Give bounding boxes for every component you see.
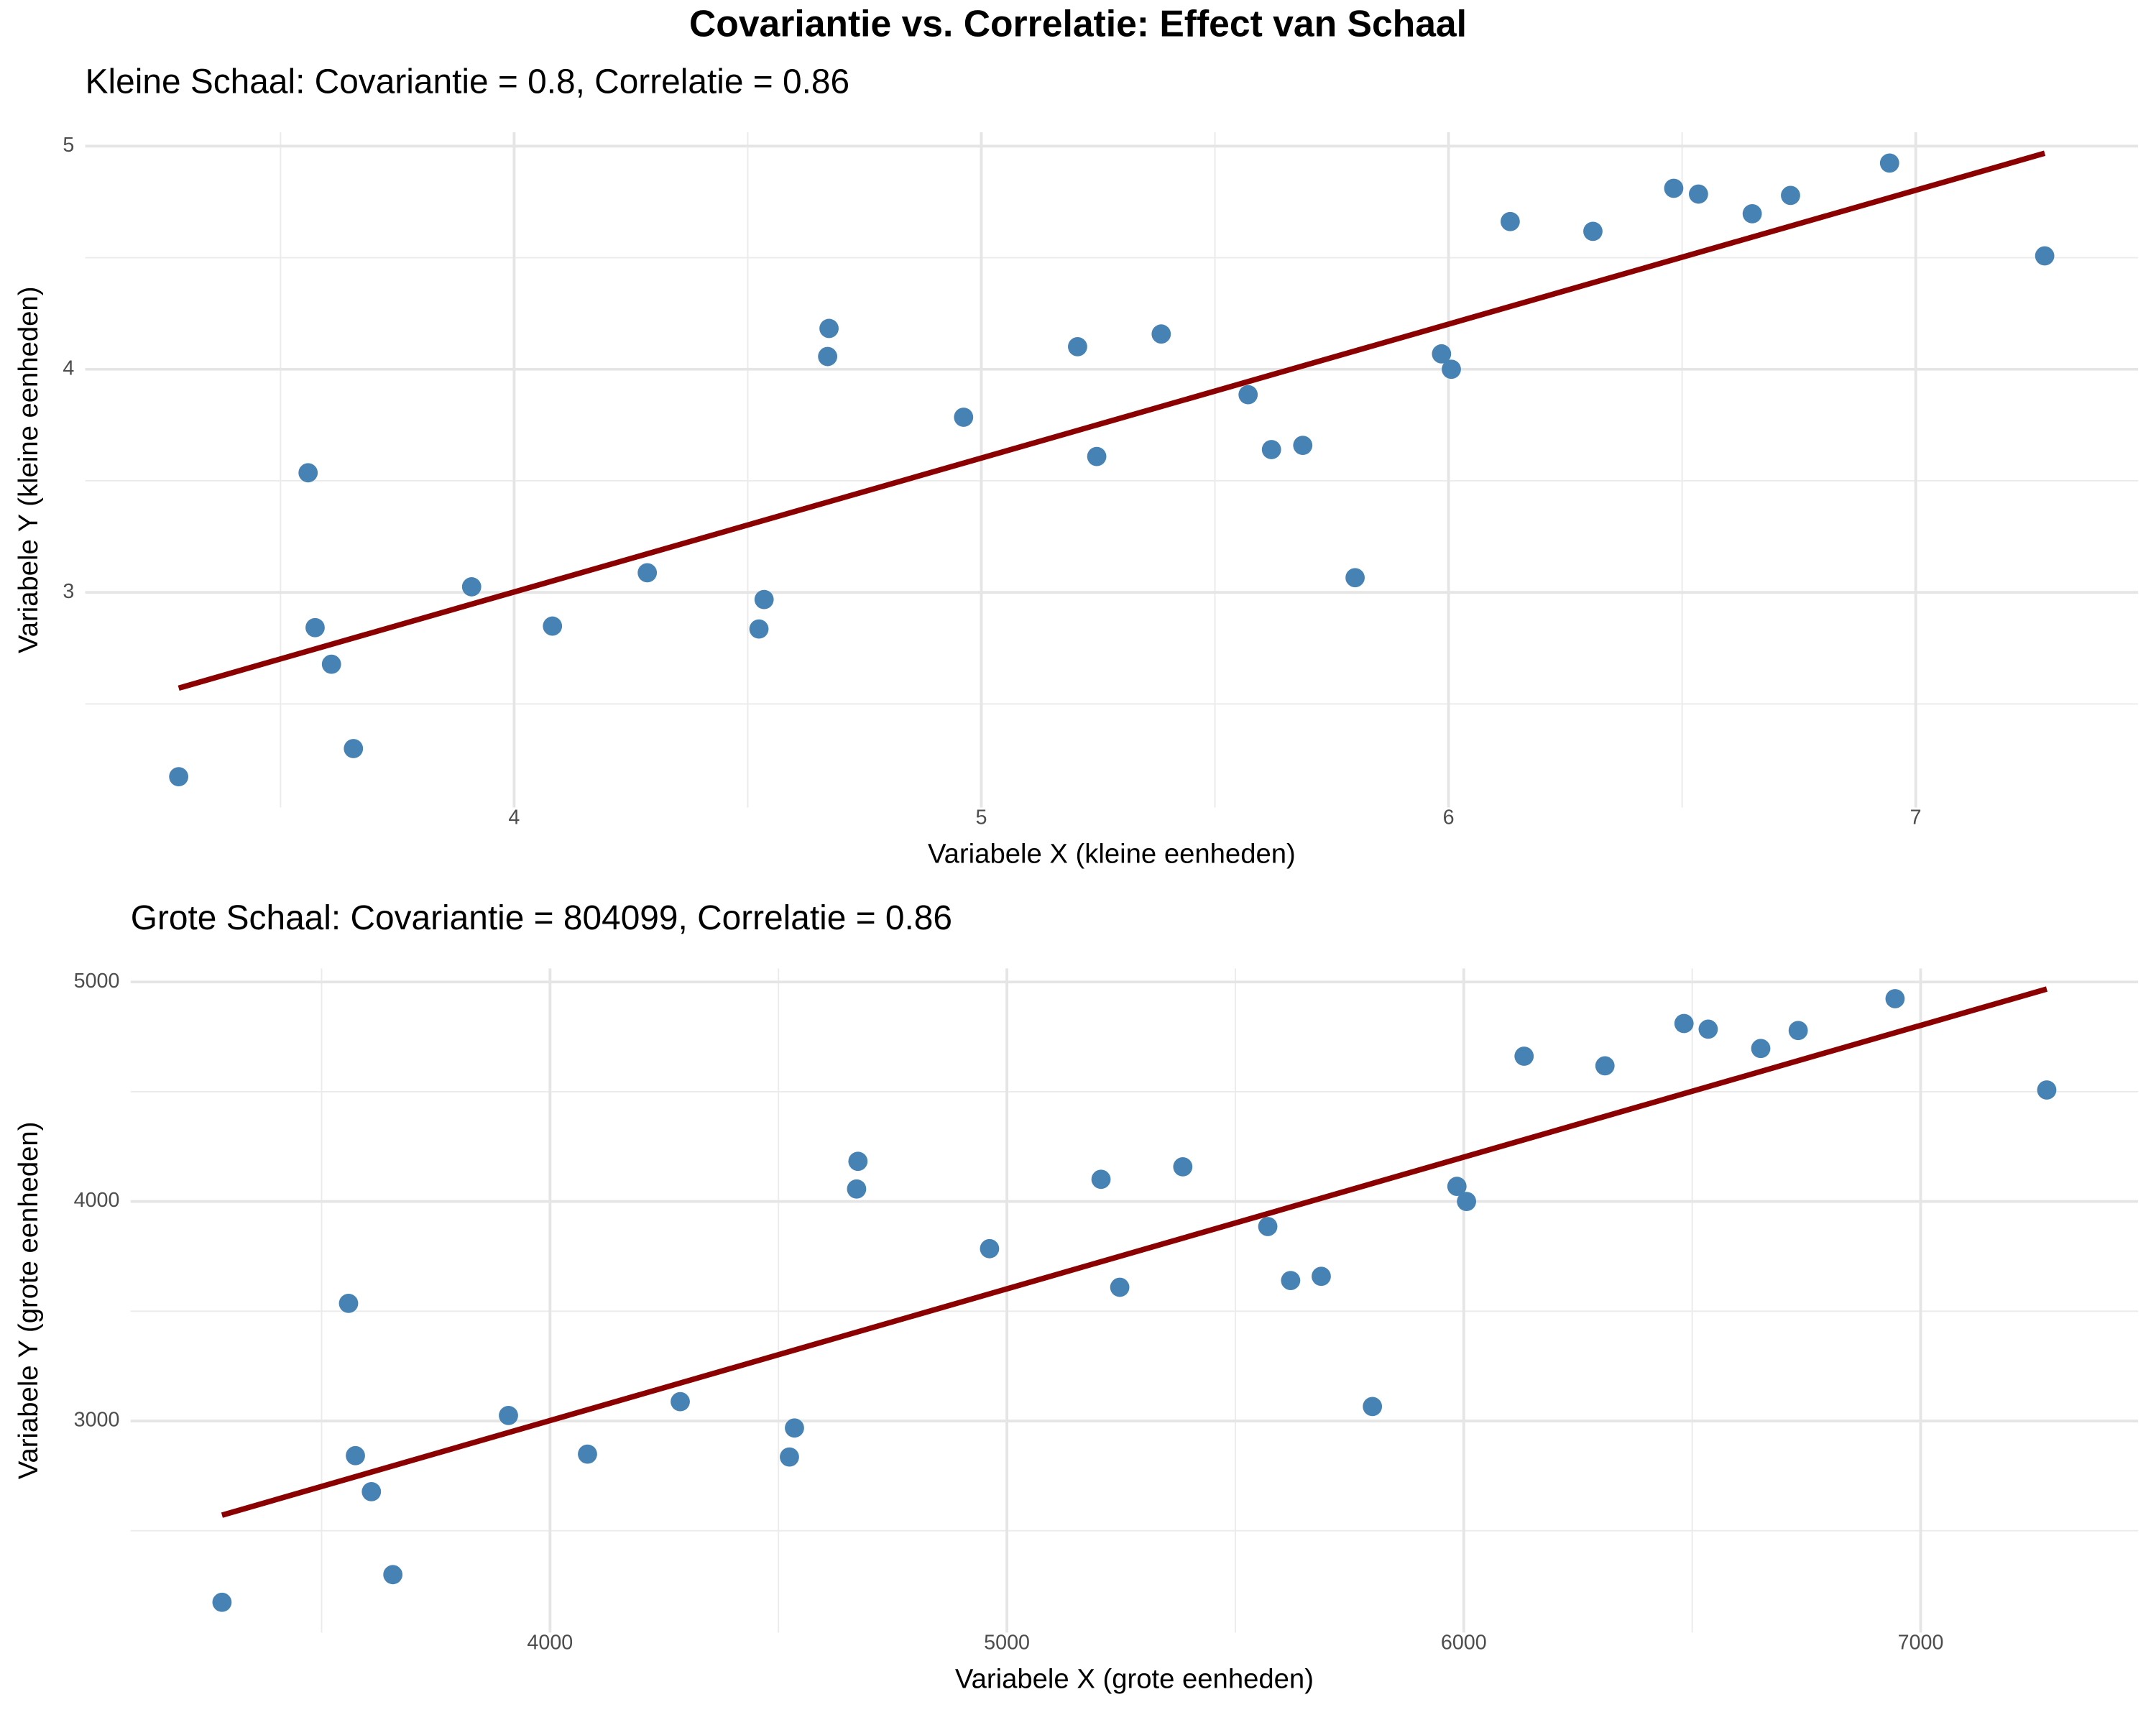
scatter-point	[321, 654, 341, 674]
scatter-point	[785, 1418, 804, 1438]
scatter-point	[1363, 1397, 1383, 1417]
scatter-point	[671, 1392, 690, 1412]
scatter-point	[1345, 568, 1365, 588]
scatter-point	[361, 1481, 382, 1501]
scatter-point	[1442, 359, 1461, 380]
scatter-point	[847, 1179, 867, 1199]
scatter-point	[344, 739, 364, 758]
scatter-point	[1091, 1169, 1111, 1190]
scatter-point	[1068, 337, 1087, 356]
scatter-point	[543, 616, 563, 636]
scatter-point	[1674, 1013, 1694, 1034]
scatter-point	[1742, 203, 1762, 224]
y-tick-label: 5	[63, 134, 74, 157]
y-tick-label: 4000	[74, 1189, 120, 1212]
scatter-point	[1595, 1056, 1615, 1076]
scatter-point	[637, 563, 658, 583]
scatter-point	[754, 589, 774, 610]
scatter-point	[1879, 153, 1899, 173]
scatter-point	[338, 1293, 359, 1313]
scatter-point	[1281, 1271, 1301, 1290]
scatter-point	[1110, 1277, 1130, 1297]
scatter-point	[2037, 1080, 2057, 1100]
scatter-point	[1087, 446, 1107, 466]
x-axis-title: Variabele X (grote eenheden)	[955, 1664, 1314, 1695]
chart-title: Covariantie vs. Correlatie: Effect van S…	[689, 2, 1467, 44]
scatter-point	[1151, 324, 1171, 344]
scatter-point	[169, 767, 189, 787]
y-tick-label: 5000	[74, 970, 120, 993]
scatter-point	[1501, 211, 1520, 231]
scatter-point	[578, 1444, 597, 1464]
y-axis-title: Variabele Y (kleine eenheden)	[13, 287, 44, 653]
y-axis-title: Variabele Y (grote eenheden)	[13, 1122, 44, 1480]
scatter-point	[305, 617, 325, 638]
chart-subtitle: Kleine Schaal: Covariantie = 0.8, Correl…	[86, 63, 849, 101]
scatter-point	[1583, 221, 1603, 242]
scatter-point	[1258, 1217, 1278, 1236]
scatter-point	[1788, 1021, 1808, 1041]
scatter-point	[298, 463, 318, 483]
scatter-point	[1514, 1046, 1534, 1066]
scatter-point	[346, 1445, 365, 1466]
scatter-point	[1432, 344, 1452, 364]
scatter-point	[1293, 436, 1313, 456]
x-axis-title: Variabele X (kleine eenheden)	[928, 839, 1296, 870]
scatter-point	[954, 408, 974, 427]
scatter-point	[1781, 185, 1800, 206]
scatter-point	[780, 1447, 799, 1467]
x-tick-label: 6000	[1441, 1631, 1487, 1654]
scatter-point	[819, 318, 839, 339]
scatter-point	[1885, 989, 1905, 1008]
y-tick-label: 3000	[74, 1409, 120, 1432]
x-tick-label: 6	[1443, 806, 1455, 829]
fit-line	[178, 150, 2046, 691]
x-tick-label: 4000	[527, 1631, 573, 1654]
x-tick-label: 4	[508, 806, 520, 829]
scatter-point	[749, 619, 769, 639]
scatter-point	[818, 346, 838, 367]
scatter-point	[1457, 1192, 1477, 1212]
chart-subtitle: Grote Schaal: Covariantie = 804099, Corr…	[131, 899, 952, 937]
scatter-point	[212, 1592, 232, 1612]
scatter-point	[1173, 1157, 1193, 1177]
y-tick-label: 4	[63, 356, 74, 380]
x-tick-label: 7	[1910, 806, 1922, 829]
scatter-point	[1664, 178, 1684, 198]
scatter-point	[1688, 184, 1708, 204]
scatter-point	[2035, 246, 2055, 266]
scatter-point	[499, 1406, 518, 1425]
scatter-point	[1238, 385, 1258, 405]
scatter-point	[1751, 1039, 1771, 1059]
scatter-point	[848, 1151, 868, 1172]
x-tick-label: 5	[976, 806, 987, 829]
x-tick-label: 7000	[1898, 1631, 1944, 1654]
fit-line	[221, 986, 2048, 1518]
scatter-point	[1261, 440, 1281, 459]
scatter-point	[980, 1238, 1000, 1259]
scatter-point	[461, 577, 482, 597]
scatter-point	[1698, 1019, 1718, 1039]
y-tick-label: 3	[63, 580, 74, 603]
x-tick-label: 5000	[984, 1631, 1030, 1654]
scatter-point	[383, 1565, 403, 1585]
scatter-point	[1447, 1177, 1467, 1196]
scatter-point	[1312, 1266, 1331, 1287]
